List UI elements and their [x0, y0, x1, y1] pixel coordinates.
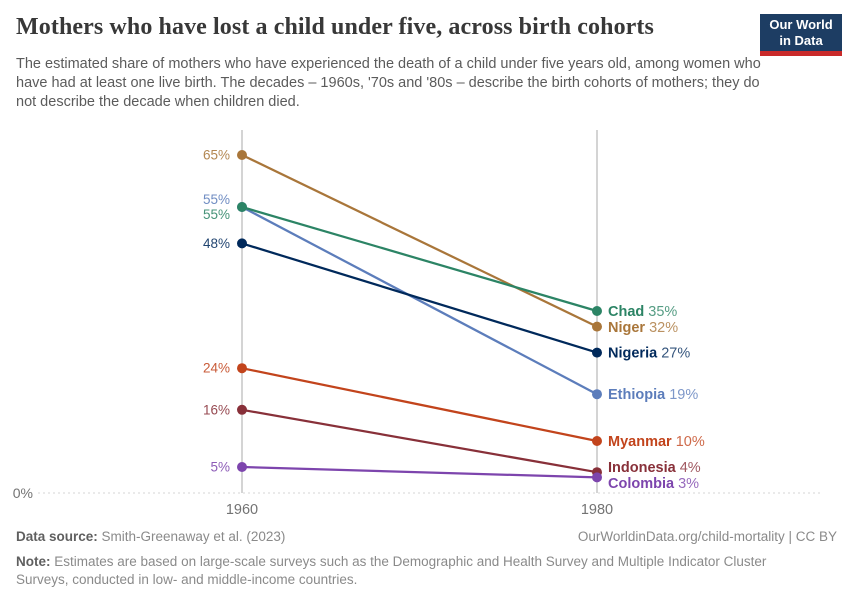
series-dot-start-chad — [237, 202, 247, 212]
page-title: Mothers who have lost a child under five… — [16, 14, 654, 40]
slope-chart-area: 0% 1960 1980 65% Niger 32% 55% Ethiopia 19% 55%… — [0, 115, 850, 525]
start-value-label-niger: 65% — [203, 148, 230, 163]
series-line-myanmar — [241, 367, 598, 443]
series-dot-end-chad — [592, 306, 602, 316]
owid-logo-red-bar — [760, 51, 842, 56]
series-line-chad — [241, 205, 598, 313]
start-value-label-colombia: 5% — [210, 460, 230, 475]
series-dot-start-colombia — [237, 462, 247, 472]
series-label-nigeria: Nigeria 27% — [608, 346, 690, 362]
owid-logo: Our World in Data — [760, 14, 842, 56]
series-label-myanmar: Myanmar 10% — [608, 434, 705, 450]
x-tick-label-1980: 1980 — [581, 502, 613, 518]
slope-chart: 0% 1960 1980 65% Niger 32% 55% Ethiopia 19% 55%… — [13, 130, 823, 518]
note-label: Note: — [16, 554, 51, 569]
chart-footer: Data source: Smith-Greenaway et al. (202… — [16, 529, 837, 588]
owid-logo-box: Our World in Data — [760, 14, 842, 51]
series-line-colombia — [241, 465, 598, 479]
series-label-colombia: Colombia 3% — [608, 476, 699, 492]
series-line-niger — [241, 153, 598, 328]
series-dot-end-niger — [592, 321, 602, 332]
data-source: Data source: Smith-Greenaway et al. (202… — [16, 529, 285, 544]
series-label-niger: Niger 32% — [608, 320, 678, 336]
chart-subtitle: The estimated share of mothers who have … — [16, 56, 761, 110]
series-label-indonesia: Indonesia 4% — [608, 460, 701, 476]
start-value-label-ethiopia: 55% — [203, 192, 230, 207]
start-value-label-chad: 55% — [203, 207, 230, 222]
series-dot-end-nigeria — [592, 347, 602, 358]
series-line-indonesia — [241, 408, 598, 474]
series-dot-start-indonesia — [237, 404, 247, 415]
y-axis-zero-label: 0% — [13, 485, 33, 501]
series-line-nigeria — [241, 242, 598, 354]
series-dot-start-niger — [237, 150, 247, 160]
data-source-label: Data source: — [16, 529, 98, 544]
start-value-label-nigeria: 48% — [203, 236, 230, 251]
start-value-label-indonesia: 16% — [203, 402, 230, 417]
x-tick-label-1960: 1960 — [226, 502, 258, 518]
series-label-chad: Chad 35% — [608, 304, 677, 320]
series-line-ethiopia — [241, 206, 598, 396]
owid-logo-line2: in Data — [779, 33, 823, 48]
series-dot-end-colombia — [592, 472, 602, 483]
series-dot-end-myanmar — [592, 436, 602, 446]
start-value-label-myanmar: 24% — [203, 361, 230, 376]
series-dot-end-ethiopia — [592, 389, 602, 400]
chart-note: Note: Estimates are based on large-scale… — [16, 553, 798, 588]
series-dot-start-nigeria — [237, 238, 247, 249]
series-dot-start-myanmar — [237, 363, 247, 374]
data-source-text: Smith-Greenaway et al. (2023) — [97, 529, 286, 544]
series-label-ethiopia: Ethiopia 19% — [608, 387, 698, 403]
owid-logo-line1: Our World — [769, 17, 833, 32]
license-credit: OurWorldinData.org/child-mortality | CC … — [577, 529, 837, 544]
note-text: Estimates are based on large-scale surve… — [16, 554, 767, 587]
